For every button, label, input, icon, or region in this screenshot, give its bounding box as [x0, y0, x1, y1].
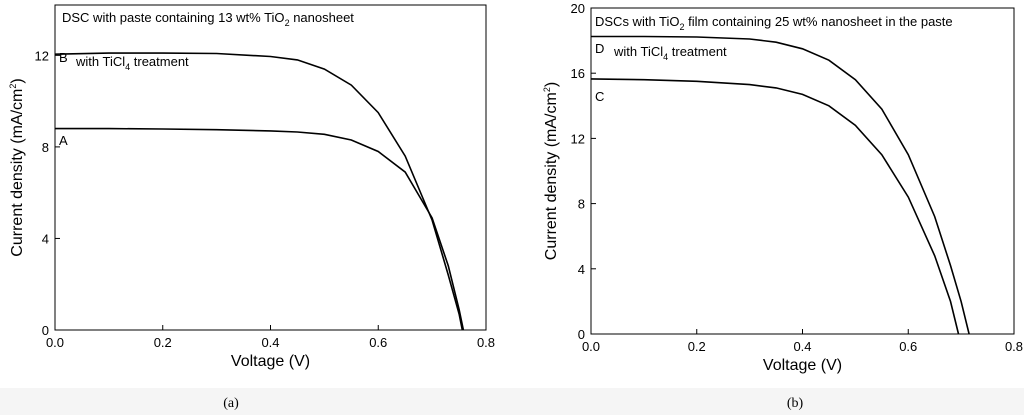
y-tick-label-b: 0 [578, 327, 585, 342]
x-tick-label-b: 0.8 [1005, 339, 1023, 354]
x-tick-label-b: 0.6 [899, 339, 917, 354]
series-label-C: C [595, 89, 604, 104]
y-tick-label-a: 4 [42, 231, 49, 246]
y-tick-label-a: 8 [42, 140, 49, 155]
y-tick-label-b: 20 [571, 1, 585, 16]
x-tick-label-a: 0.2 [154, 335, 172, 350]
x-tick-label-b: 0.2 [688, 339, 706, 354]
chart-panel-a: 0.0 0.2 0.4 0.6 0.8 0 4 8 12 Voltage (V) Current d… [8, 4, 495, 370]
chart-title-b: DSCs with TiO2 film containing 25 wt% na… [595, 14, 953, 32]
y-tick-label-a: 12 [35, 48, 49, 63]
series-label-B: B [59, 50, 68, 65]
chart-panel-b: 0.0 0.2 0.4 0.6 0.8 0 4 8 12 16 20 Voltage (V) Curre… [542, 1, 1023, 374]
series-line-C [590, 78, 960, 335]
series-label-D: D [595, 41, 604, 56]
panel-b-caption: (b) [786, 396, 804, 411]
x-tick-label-b: 0.0 [582, 339, 600, 354]
series-line-A [55, 127, 465, 331]
x-axis-label-b: Voltage (V) [763, 357, 842, 374]
chart-title-a: DSC with paste containing 13 wt% TiO2 na… [62, 10, 354, 28]
x-tick-label-a: 0.0 [46, 335, 64, 350]
series-line-B [54, 52, 464, 331]
series-line-D [591, 35, 970, 335]
y-tick-label-b: 4 [578, 262, 585, 277]
x-tick-label-a: 0.8 [477, 335, 495, 350]
y-tick-label-b: 12 [571, 131, 585, 146]
y-axis-label-b: Current density (mA/cm2) [542, 82, 560, 260]
series-label-A: A [59, 133, 68, 148]
y-tick-label-b: 8 [578, 197, 585, 212]
y-axis-label-a: Current density (mA/cm2) [8, 78, 26, 256]
panel-a-caption: (a) [223, 396, 239, 411]
x-tick-label-a: 0.6 [369, 335, 387, 350]
y-tick-label-a: 0 [42, 323, 49, 338]
y-tick-label-b: 16 [571, 66, 585, 81]
x-axis-label-a: Voltage (V) [231, 353, 310, 370]
series-annotation-D: with TiCl4 treatment [613, 44, 727, 62]
x-tick-label-a: 0.4 [261, 335, 279, 350]
caption-band [0, 388, 1024, 415]
x-tick-label-b: 0.4 [793, 339, 811, 354]
series-annotation-B: with TiCl4 treatment [75, 54, 189, 72]
